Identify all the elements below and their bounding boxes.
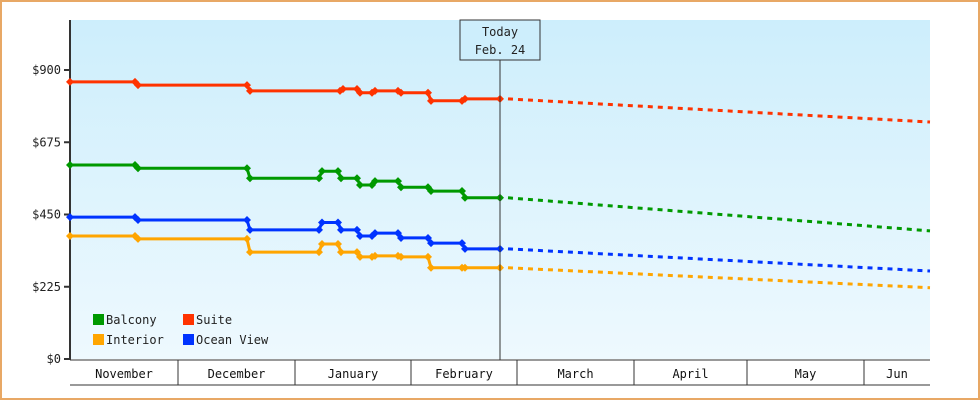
data-point[interactable] bbox=[318, 167, 326, 176]
month-label: February bbox=[435, 367, 493, 381]
data-point[interactable] bbox=[134, 81, 142, 90]
month-label: March bbox=[557, 367, 593, 381]
data-point[interactable] bbox=[318, 240, 326, 249]
data-point[interactable] bbox=[318, 218, 326, 227]
month-label: November bbox=[95, 367, 153, 381]
data-point[interactable] bbox=[397, 233, 405, 242]
month-label: May bbox=[795, 367, 817, 381]
month-label: April bbox=[672, 367, 708, 381]
data-point[interactable] bbox=[334, 240, 342, 249]
data-point[interactable] bbox=[424, 88, 432, 97]
legend-item-interior[interactable]: Interior bbox=[93, 333, 164, 347]
data-point[interactable] bbox=[356, 180, 364, 189]
data-point[interactable] bbox=[394, 177, 402, 186]
legend-swatch bbox=[183, 314, 194, 325]
data-point[interactable] bbox=[397, 183, 405, 192]
data-point[interactable] bbox=[427, 239, 435, 248]
data-point[interactable] bbox=[461, 263, 469, 272]
data-point[interactable] bbox=[397, 88, 405, 97]
data-point[interactable] bbox=[397, 252, 405, 261]
data-point[interactable] bbox=[243, 234, 251, 243]
data-point[interactable] bbox=[66, 77, 74, 86]
data-point[interactable] bbox=[315, 225, 323, 234]
data-point[interactable] bbox=[315, 248, 323, 257]
data-point[interactable] bbox=[134, 234, 142, 243]
month-label: Jun bbox=[886, 367, 908, 381]
data-point[interactable] bbox=[356, 252, 364, 261]
month-label: January bbox=[328, 367, 379, 381]
data-point[interactable] bbox=[337, 225, 345, 234]
data-point[interactable] bbox=[66, 213, 74, 222]
series-ocean-view bbox=[66, 213, 931, 273]
today-date: Feb. 24 bbox=[475, 43, 526, 57]
data-point[interactable] bbox=[427, 187, 435, 196]
series-suite bbox=[66, 77, 931, 124]
data-point[interactable] bbox=[337, 248, 345, 257]
data-point[interactable] bbox=[337, 174, 345, 183]
y-tick-label: $0 bbox=[47, 352, 61, 366]
data-point[interactable] bbox=[243, 164, 251, 173]
legend-label: Balcony bbox=[106, 313, 157, 327]
data-point[interactable] bbox=[66, 232, 74, 241]
y-axis: $0 $225 $450 $675 $900 bbox=[32, 20, 71, 366]
data-point[interactable] bbox=[134, 215, 142, 224]
data-point[interactable] bbox=[461, 94, 469, 103]
data-point[interactable] bbox=[458, 187, 466, 196]
legend-item-suite[interactable]: Suite bbox=[183, 313, 232, 327]
data-point[interactable] bbox=[353, 174, 361, 183]
legend-label: Interior bbox=[106, 333, 164, 347]
legend-swatch bbox=[93, 334, 104, 345]
y-tick-label: $225 bbox=[32, 280, 61, 294]
data-point[interactable] bbox=[339, 84, 347, 93]
data-point[interactable] bbox=[246, 225, 254, 234]
legend-item-ocean-view[interactable]: Ocean View bbox=[183, 333, 269, 347]
data-point[interactable] bbox=[371, 177, 379, 186]
data-point[interactable] bbox=[371, 86, 379, 95]
today-label: Today bbox=[482, 25, 518, 39]
data-point[interactable] bbox=[461, 244, 469, 253]
data-point[interactable] bbox=[427, 263, 435, 272]
data-point[interactable] bbox=[243, 215, 251, 224]
legend-swatch bbox=[93, 314, 104, 325]
y-tick-label: $900 bbox=[32, 63, 61, 77]
today-marker: Today Feb. 24 bbox=[459, 19, 541, 360]
data-point[interactable] bbox=[424, 233, 432, 242]
data-point[interactable] bbox=[371, 229, 379, 238]
data-point[interactable] bbox=[371, 251, 379, 260]
x-axis: November December January February March Apri… bbox=[70, 359, 930, 386]
data-point[interactable] bbox=[315, 174, 323, 183]
y-tick-label: $675 bbox=[32, 135, 61, 149]
legend-label: Ocean View bbox=[196, 333, 269, 347]
month-label: December bbox=[208, 367, 266, 381]
legend-label: Suite bbox=[196, 313, 232, 327]
series-interior bbox=[66, 232, 931, 290]
legend: Balcony Suite Interior Ocean View bbox=[93, 313, 269, 347]
series-balcony bbox=[66, 161, 931, 233]
data-point[interactable] bbox=[246, 248, 254, 257]
legend-item-balcony[interactable]: Balcony bbox=[93, 313, 157, 327]
data-point[interactable] bbox=[334, 167, 342, 176]
data-point[interactable] bbox=[334, 218, 342, 227]
y-tick-label: $450 bbox=[32, 208, 61, 222]
data-point[interactable] bbox=[243, 81, 251, 90]
data-point[interactable] bbox=[427, 96, 435, 105]
data-point[interactable] bbox=[246, 174, 254, 183]
data-point[interactable] bbox=[424, 252, 432, 261]
data-point[interactable] bbox=[246, 86, 254, 95]
series-lines bbox=[66, 77, 931, 290]
data-point[interactable] bbox=[458, 239, 466, 248]
data-point[interactable] bbox=[66, 161, 74, 170]
data-point[interactable] bbox=[134, 164, 142, 173]
data-point[interactable] bbox=[356, 88, 364, 97]
data-point[interactable] bbox=[461, 193, 469, 202]
data-point[interactable] bbox=[353, 225, 361, 234]
legend-swatch bbox=[183, 334, 194, 345]
data-point[interactable] bbox=[356, 232, 364, 241]
